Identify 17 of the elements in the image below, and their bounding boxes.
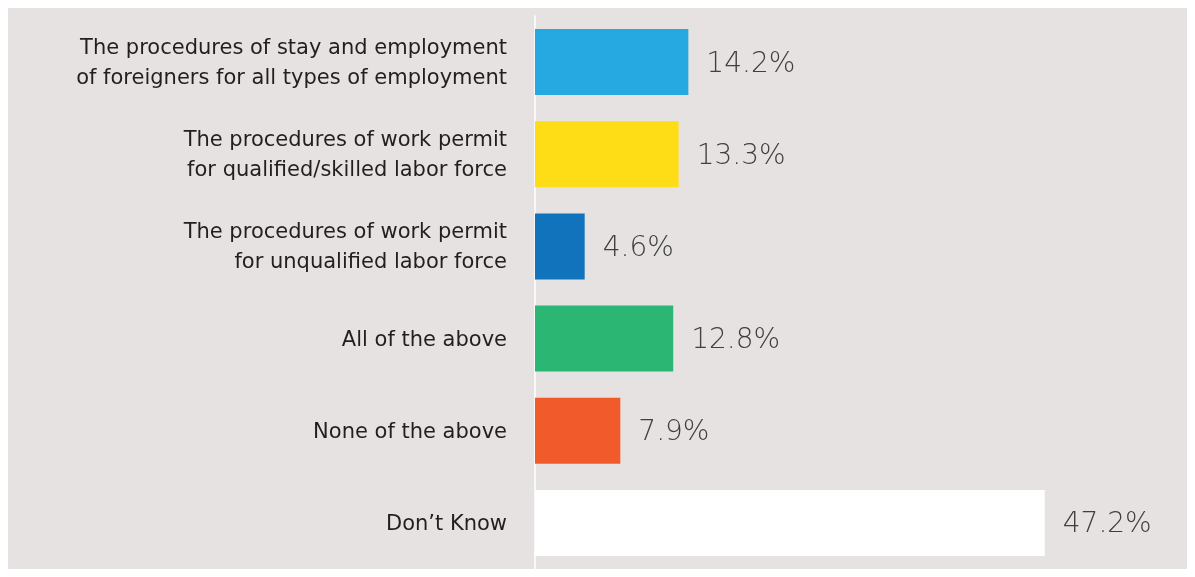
data-label: 7.9%	[638, 414, 710, 448]
bar	[535, 121, 679, 188]
y-tick-label: None of the above	[313, 418, 507, 443]
y-tick-label: The procedures of stay and employment of foreigners for all types of employment	[76, 35, 507, 90]
y-tick-label: All of the above	[341, 326, 507, 351]
data-label: 47.2%	[1062, 506, 1152, 540]
data-label: 13.3%	[696, 137, 786, 171]
bar	[535, 305, 674, 372]
data-label: 12.8%	[691, 322, 781, 356]
bar	[535, 213, 585, 280]
data-label: 4.6%	[602, 229, 674, 263]
data-label: 14.2%	[706, 45, 796, 79]
y-tick-label: The procedures of work permit for unqualified labor force	[182, 219, 507, 274]
bar	[535, 397, 621, 464]
bar	[535, 29, 689, 96]
y-tick-label: Don’t Know	[385, 510, 507, 535]
y-tick-label: The procedures of work permit for qualified/skilled labor force	[182, 127, 507, 182]
